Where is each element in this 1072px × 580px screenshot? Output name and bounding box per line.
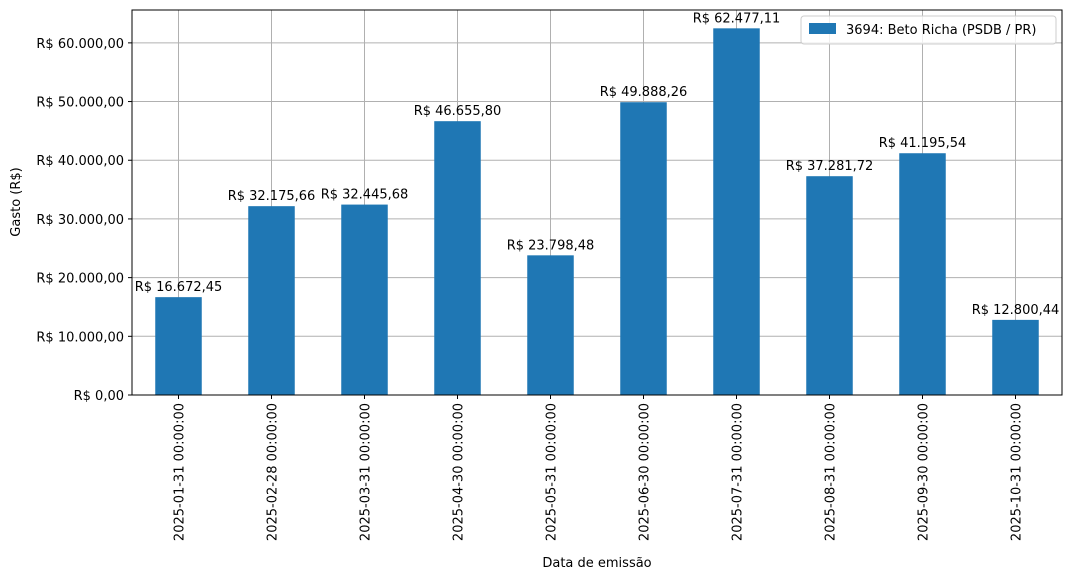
bar: [713, 28, 760, 395]
bar: [248, 206, 295, 395]
y-tick-label: R$ 50.000,00: [36, 96, 124, 111]
bar: [155, 297, 202, 395]
x-axis-ticks: 2025-01-31 00:00:00 2025-02-28 00:00:00 20…: [173, 395, 1025, 541]
bar: [806, 176, 853, 395]
bar: [527, 255, 574, 395]
bar-value-labels: R$ 16.672,45 R$ 32.175,66 R$ 32.445,68 R$ 4…: [135, 11, 1060, 318]
bar-value-label: R$ 41.195,54: [879, 136, 967, 151]
y-tick-label: R$ 20.000,00: [36, 272, 124, 287]
bar: [434, 121, 481, 395]
bar: [341, 204, 388, 395]
bar: [899, 153, 946, 395]
legend-box: [800, 15, 1057, 45]
bar-value-label: R$ 37.281,72: [786, 159, 874, 174]
y-axis-ticks: R$ 0,00 R$ 10.000,00 R$ 20.000,00 R$ 30.000…: [36, 37, 132, 404]
y-axis-label: Gasto (R$): [9, 167, 24, 236]
x-axis-label: Data de emissão: [542, 556, 651, 571]
x-tick-label: 2025-04-30 00:00:00: [452, 403, 467, 541]
x-tick-label: 2025-10-31 00:00:00: [1010, 403, 1025, 541]
plot-frame: [131, 9, 1063, 396]
y-tick-label: R$ 40.000,00: [36, 154, 124, 169]
bar-value-label: R$ 32.445,68: [321, 188, 409, 203]
legend-label: 3694: Beto Richa (PSDB / PR): [846, 23, 1037, 38]
legend: 3694: Beto Richa (PSDB / PR): [800, 15, 1057, 45]
x-tick-label: 2025-09-30 00:00:00: [917, 403, 932, 541]
legend-swatch: [809, 23, 836, 34]
bar-value-label: R$ 16.672,45: [135, 280, 223, 295]
bar-value-label: R$ 12.800,44: [972, 303, 1060, 318]
bar-value-label: R$ 46.655,80: [414, 104, 502, 119]
x-tick-label: 2025-08-31 00:00:00: [824, 403, 839, 541]
bars: [155, 28, 1039, 396]
bar-value-label: R$ 49.888,26: [600, 85, 688, 100]
x-tick-label: 2025-01-31 00:00:00: [173, 403, 188, 541]
bar-value-label: R$ 23.798,48: [507, 238, 595, 253]
bar: [620, 102, 667, 396]
x-tick-label: 2025-02-28 00:00:00: [266, 403, 281, 541]
y-tick-label: R$ 0,00: [74, 389, 124, 404]
x-tick-label: 2025-06-30 00:00:00: [638, 403, 653, 541]
x-tick-label: 2025-07-31 00:00:00: [731, 403, 746, 541]
x-tick-label: 2025-03-31 00:00:00: [359, 403, 374, 541]
x-tick-label: 2025-05-31 00:00:00: [545, 403, 560, 541]
bar-value-label: R$ 32.175,66: [228, 189, 316, 204]
y-tick-label: R$ 10.000,00: [36, 330, 124, 345]
y-tick-label: R$ 30.000,00: [36, 213, 124, 228]
bar: [992, 319, 1039, 395]
y-tick-label: R$ 60.000,00: [36, 37, 124, 52]
bar-value-label: R$ 62.477,11: [693, 11, 781, 26]
